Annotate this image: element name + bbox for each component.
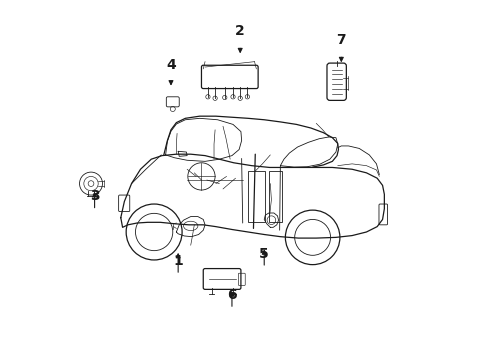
- Text: 2: 2: [235, 24, 244, 39]
- Text: 1: 1: [173, 254, 183, 268]
- Text: 3: 3: [90, 189, 99, 203]
- Text: 7: 7: [336, 33, 346, 47]
- Text: 4: 4: [166, 58, 176, 72]
- Text: 6: 6: [226, 288, 236, 302]
- Text: 5: 5: [259, 247, 268, 261]
